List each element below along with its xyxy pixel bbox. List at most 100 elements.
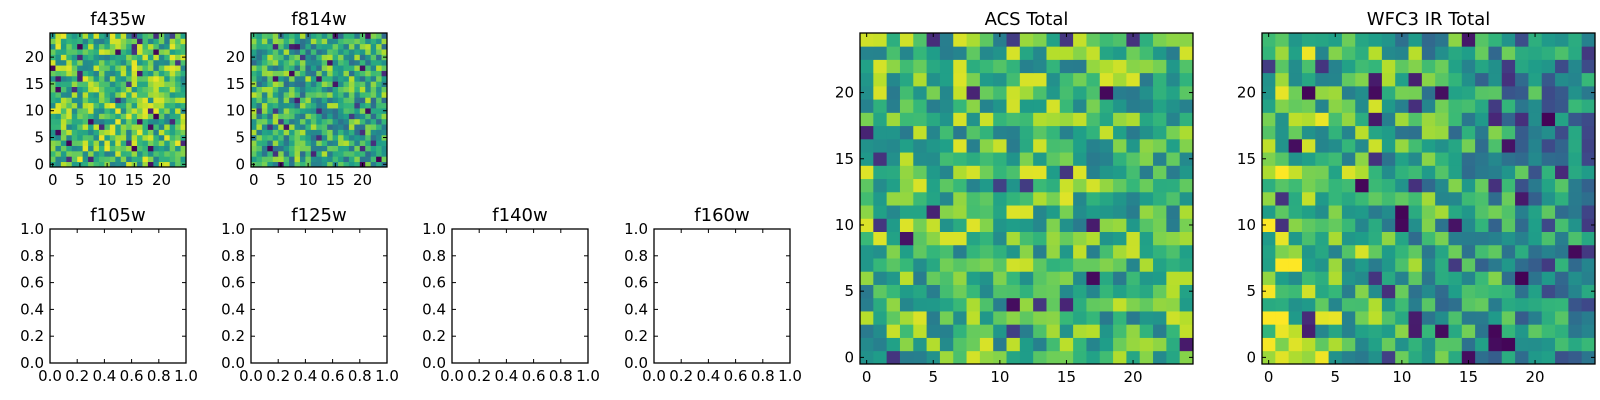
heatmap-cell [1275,125,1290,140]
heatmap-cell [115,140,122,146]
heatmap-cell [370,140,377,146]
heatmap-cell [98,140,105,146]
heatmap-cell [251,145,257,152]
heatmap-cell [1262,59,1276,74]
heatmap-cell [1381,125,1396,140]
heatmap-cell [77,124,84,130]
heatmap-cell [913,244,927,259]
heatmap-cell [77,91,84,98]
x-tick-label: 0.2 [266,367,290,385]
heatmap-cell [1541,138,1556,153]
heatmap-cell [1461,271,1476,285]
heatmap-cell [1153,311,1167,325]
heatmap-cell [354,140,361,146]
heatmap-cell [1179,350,1194,365]
heatmap-cell [321,65,328,71]
heatmap-cell [913,337,927,352]
heatmap-cell [1555,297,1569,312]
heatmap-cell [142,65,149,71]
heatmap-cell [1395,284,1409,299]
heatmap-cell [348,102,355,109]
heatmap-cell [1139,178,1154,193]
heatmap-cell [1086,284,1101,299]
x-tick-label: 15 [125,171,144,189]
heatmap-cell [966,350,981,365]
heatmap-cell [338,86,344,93]
heatmap-cell [1315,258,1329,272]
heatmap-cell [939,297,954,312]
heatmap-cell [126,140,132,146]
heatmap-cell [1315,33,1329,47]
heatmap-cell [913,324,927,338]
heatmap-cell [55,70,62,77]
heatmap-cell [88,134,94,141]
heatmap-cell [1139,152,1154,166]
heatmap-cell [1568,152,1583,166]
heatmap-cell [1341,72,1356,87]
heatmap-cell [1515,337,1529,352]
heatmap-cell [953,138,967,153]
heatmap-cell [71,59,78,66]
heatmap-cell [370,113,377,120]
heatmap-cell [164,86,171,93]
heatmap-cell [1262,178,1276,193]
heatmap-cell [1568,231,1583,246]
heatmap-cell [1153,205,1167,219]
heatmap-cell [860,99,874,113]
heatmap-cell [1033,125,1047,140]
heatmap-cell [1515,311,1529,325]
heatmap-cell [354,145,361,152]
heatmap-cell [55,59,62,66]
heatmap-cell [1262,205,1276,219]
heatmap-cell [1421,99,1436,113]
heatmap-cell [886,125,901,140]
heatmap-cell [886,33,901,47]
heatmap-cell [180,102,187,109]
heatmap-cell [348,81,355,87]
heatmap-cell [381,140,388,146]
heatmap-cell [1288,178,1303,193]
heatmap-cell [261,65,268,71]
heatmap-cell [1006,152,1021,166]
heatmap-cell [1341,112,1356,127]
heatmap-cell [899,271,914,285]
heatmap-cell [370,59,377,66]
heatmap-cell [261,134,268,141]
heatmap-cell [1046,178,1061,193]
heatmap-cell [338,108,344,114]
heatmap-cell [310,54,317,61]
heatmap-cell [278,140,285,146]
heatmap-cell [348,49,355,55]
heatmap-cell [158,97,165,104]
heatmap-cell [66,49,73,55]
heatmap-cell [1179,59,1194,74]
heatmap-cell [966,311,981,325]
heatmap-cell [267,65,274,71]
heatmap-cell [289,59,295,66]
heatmap-cell [966,99,981,113]
heatmap-cell [1006,337,1021,352]
heatmap-cell [1381,152,1396,166]
heatmap-cell [899,152,914,166]
heatmap-cell [278,54,285,61]
heatmap-cell [126,124,132,130]
heatmap-cell [1086,152,1101,166]
heatmap-cell [1581,284,1596,299]
heatmap-cell [1099,72,1114,87]
heatmap-cell [1528,311,1543,325]
heatmap-cell [343,129,350,136]
heatmap-cell [109,140,116,146]
heatmap-cell [1046,311,1061,325]
heatmap-cell [1288,311,1303,325]
heatmap-cell [1408,99,1423,113]
heatmap-cell [153,54,160,61]
heatmap-cell [1368,231,1383,246]
heatmap-cell [1555,205,1569,219]
heatmap-cell [1355,99,1369,113]
heatmap-cell [115,75,122,82]
heatmap-cell [1528,205,1543,219]
heatmap-cell [1166,72,1181,87]
heatmap-cell [1046,46,1061,60]
heatmap-cell [321,140,328,146]
heatmap-cell [272,43,279,50]
